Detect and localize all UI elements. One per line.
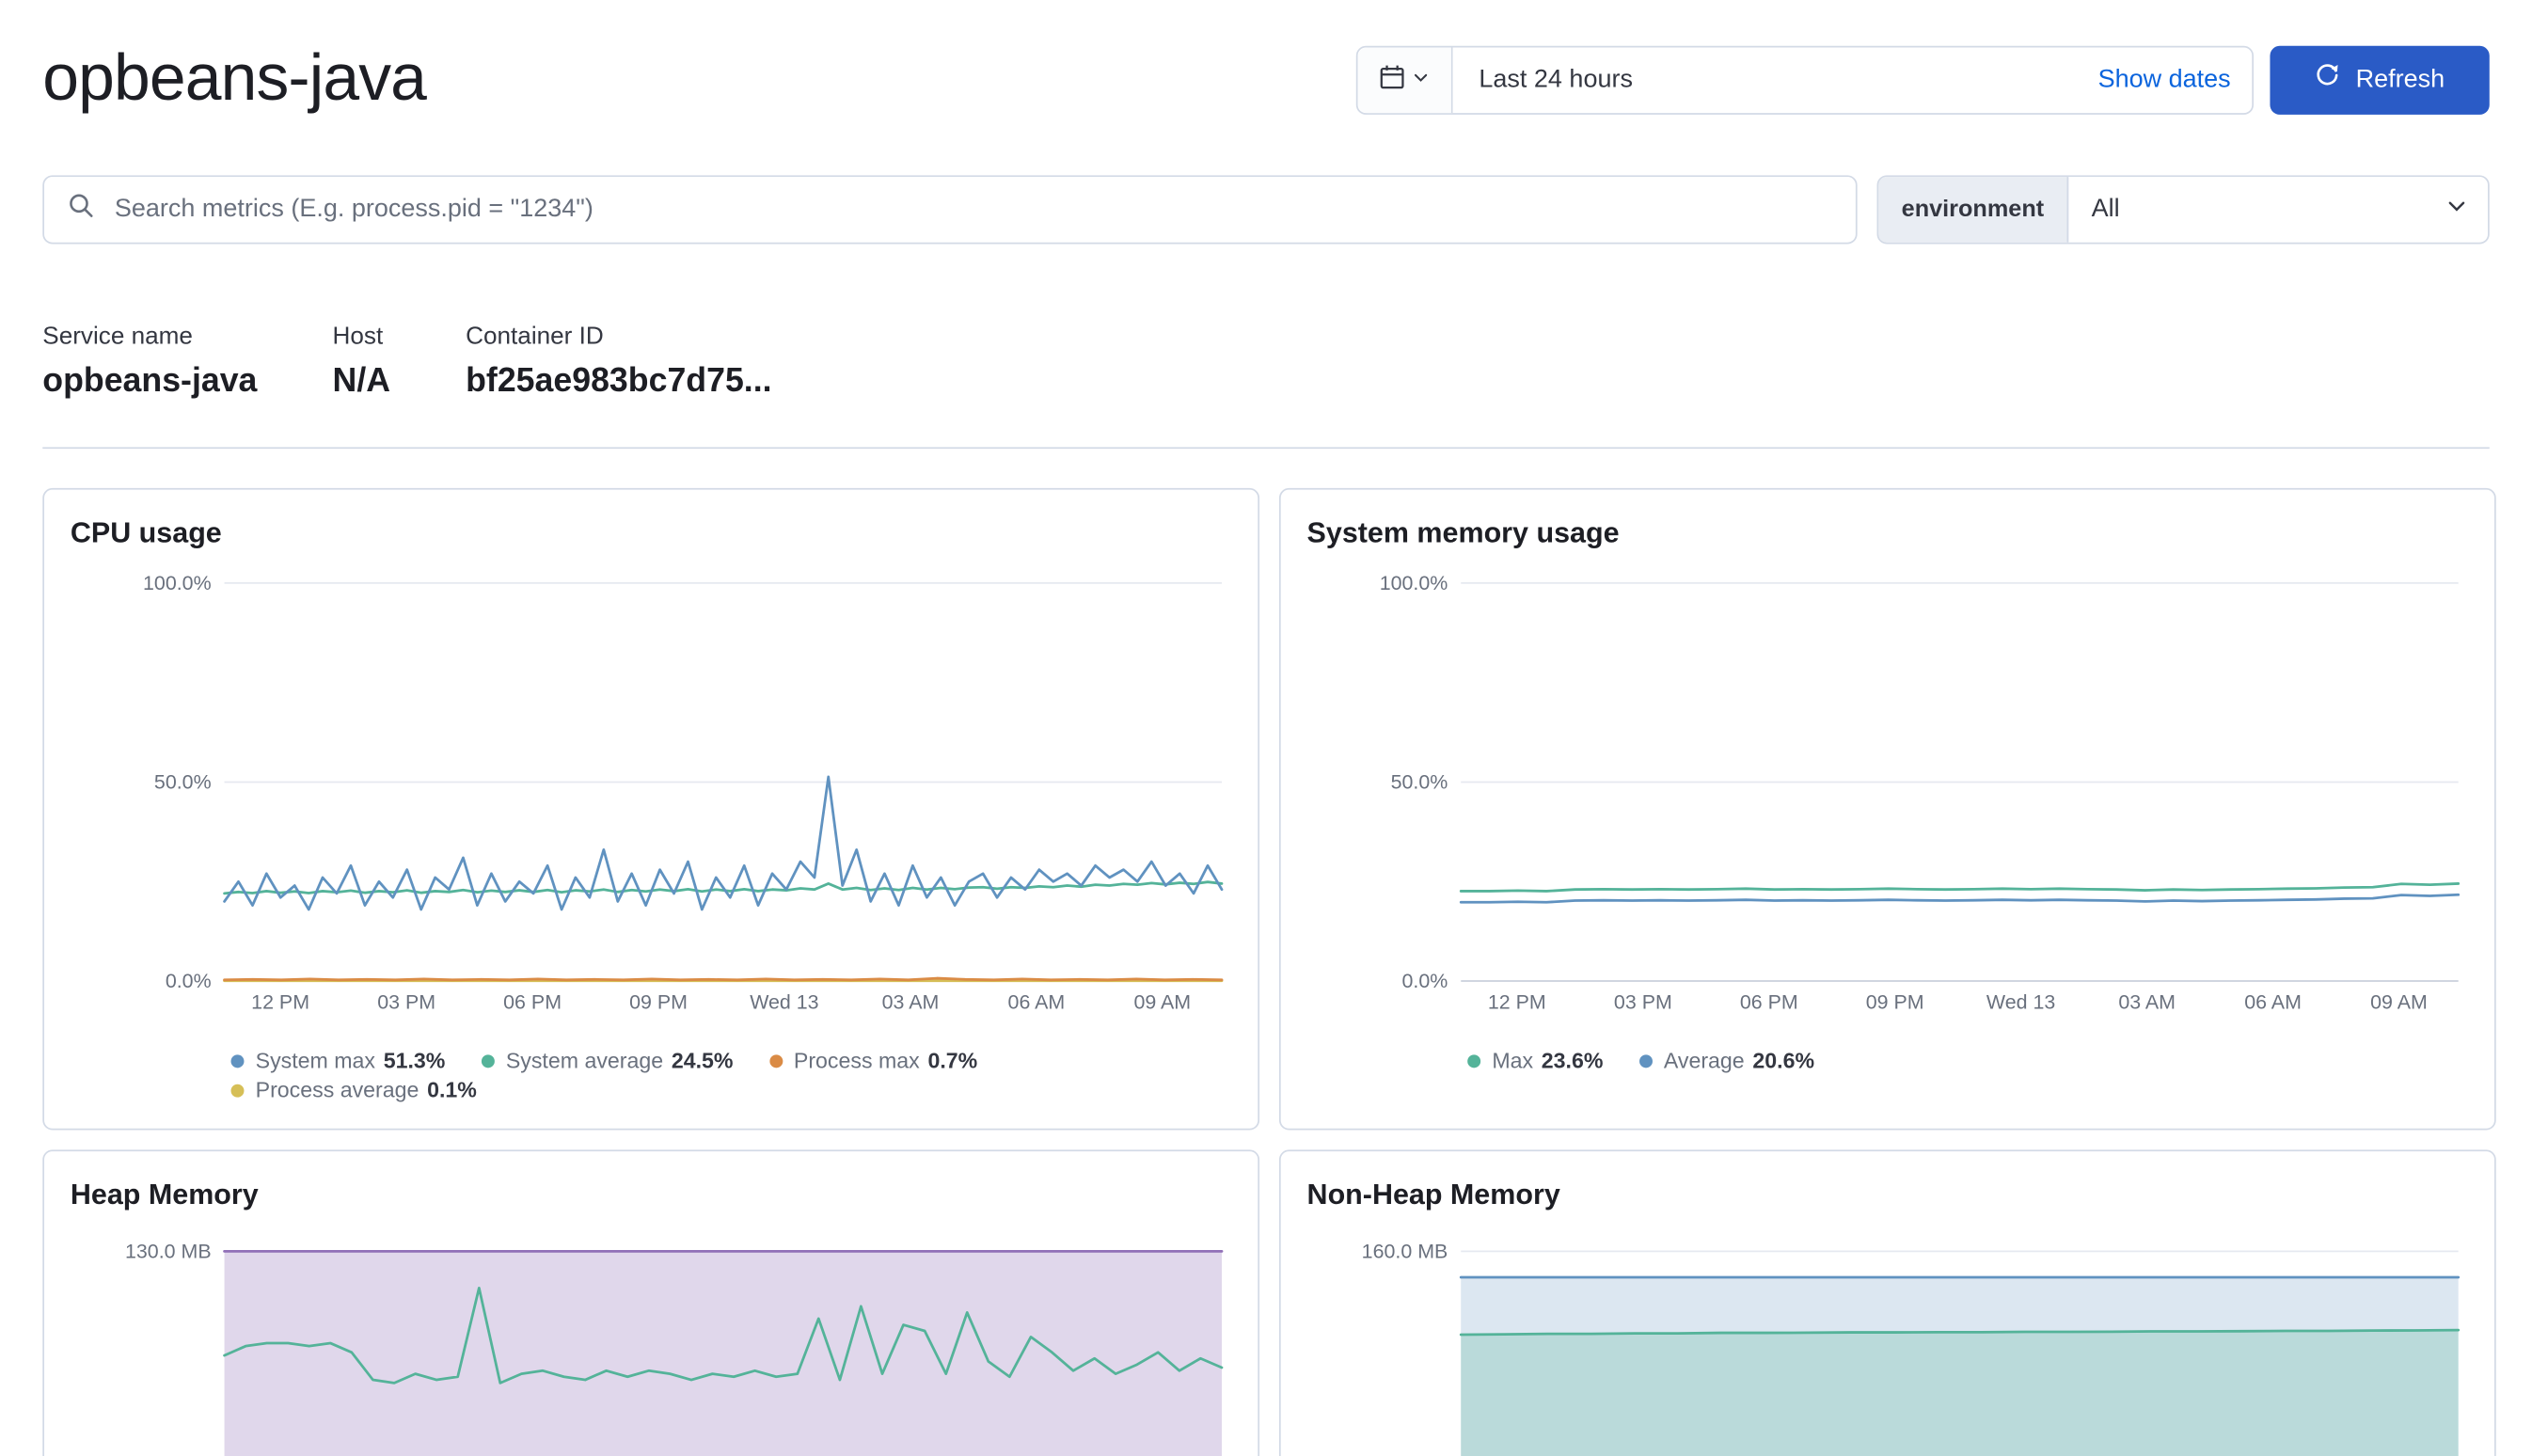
legend-dot-icon (1467, 1053, 1481, 1068)
svg-text:03 PM: 03 PM (1614, 991, 1672, 1014)
date-quick-select-button[interactable] (1357, 46, 1453, 113)
refresh-button[interactable]: Refresh (2270, 44, 2490, 115)
chevron-down-icon (2445, 194, 2468, 225)
svg-text:130.0 MB: 130.0 MB (125, 1240, 212, 1262)
legend-label: System max (255, 1048, 376, 1073)
svg-text:50.0%: 50.0% (154, 770, 212, 793)
container-id-label: Container ID (466, 323, 604, 351)
svg-text:12 PM: 12 PM (1488, 991, 1546, 1014)
container-id-value: bf25ae983bc7d75... (466, 361, 772, 400)
page-title: opbeans-java (42, 42, 427, 115)
system-memory-panel: System memory usage 0.0% 50.0% 100.0% 12 PM… (1278, 487, 2496, 1131)
metrics-charts-grid: CPU usage 0.0% 50.0% 100.0% 12 PM 03 PM 06 PM… (42, 487, 2496, 1456)
service-name-value: opbeans-java (42, 361, 258, 400)
service-info: Service name opbeans-java Host N/A Conta… (42, 323, 2490, 402)
cpu-usage-title: CPU usage (70, 515, 222, 549)
cpu-usage-chart: 0.0% 50.0% 100.0% 12 PM 03 PM 06 PM 09 PM Wed 1… (143, 572, 1224, 1014)
legend-label: Process average (255, 1077, 419, 1102)
svg-text:03 AM: 03 AM (2118, 991, 2176, 1014)
svg-text:09 AM: 09 AM (1133, 991, 1191, 1014)
metrics-filter-bar: environment All (42, 175, 2490, 245)
time-range-value[interactable]: Last 24 hours (1479, 64, 1633, 93)
svg-text:06 PM: 06 PM (503, 991, 562, 1014)
legend-value: 24.5% (671, 1048, 734, 1073)
heap-memory-chart: 130.0 MB (125, 1240, 1224, 1456)
legend-label: Process max (793, 1048, 920, 1073)
date-picker: Last 24 hours Show dates (1355, 44, 2255, 115)
environment-filter-label: environment (1878, 177, 2069, 243)
legend-dot-icon (481, 1053, 495, 1068)
non-heap-memory-panel: Non-Heap Memory 160.0 MB (1278, 1149, 2496, 1456)
svg-text:06 AM: 06 AM (2244, 991, 2302, 1014)
legend-value: 0.1% (427, 1077, 477, 1102)
legend-dot-icon (230, 1083, 245, 1097)
svg-text:12 PM: 12 PM (251, 991, 309, 1014)
host-value: N/A (332, 361, 391, 400)
page-header: opbeans-java (42, 0, 2490, 117)
calendar-icon (1379, 64, 1405, 95)
host-label: Host (332, 323, 384, 351)
time-controls: Last 24 hours Show dates Refresh (1355, 44, 2490, 115)
cpu-usage-legend: System max 51.3% System average 24.5% Proces… (230, 1048, 1232, 1102)
svg-text:100.0%: 100.0% (1380, 572, 1448, 594)
svg-text:Wed 13: Wed 13 (1986, 991, 2055, 1014)
svg-text:06 AM: 06 AM (1008, 991, 1066, 1014)
legend-item[interactable]: System average 24.5% (481, 1048, 734, 1073)
legend-item[interactable]: Process max 0.7% (768, 1048, 978, 1073)
svg-text:0.0%: 0.0% (1402, 970, 1448, 992)
environment-filter[interactable]: environment All (1876, 175, 2490, 245)
legend-value: 20.6% (1752, 1048, 1815, 1073)
legend-item[interactable]: Max 23.6% (1467, 1048, 1604, 1073)
show-dates-button[interactable]: Show dates (2077, 47, 2252, 113)
system-memory-title: System memory usage (1306, 515, 1620, 549)
refresh-icon (2315, 62, 2341, 97)
legend-item[interactable]: System max 51.3% (230, 1048, 446, 1073)
chevron-down-icon (1412, 67, 1430, 91)
non-heap-memory-chart: 160.0 MB (1362, 1240, 2461, 1456)
legend-value: 0.7% (927, 1048, 978, 1073)
legend-dot-icon (230, 1053, 245, 1068)
legend-label: Average (1663, 1048, 1745, 1073)
heap-memory-title: Heap Memory (70, 1177, 259, 1211)
svg-text:160.0 MB: 160.0 MB (1362, 1240, 1448, 1262)
service-name-label: Service name (42, 323, 193, 351)
svg-text:03 AM: 03 AM (882, 991, 940, 1014)
search-icon (67, 192, 95, 228)
svg-text:0.0%: 0.0% (166, 970, 212, 992)
section-divider (42, 447, 2490, 450)
svg-text:06 PM: 06 PM (1740, 991, 1798, 1014)
legend-dot-icon (768, 1053, 783, 1068)
container-id-field: Container ID bf25ae983bc7d75... (466, 323, 771, 402)
legend-value: 23.6% (1541, 1048, 1604, 1073)
legend-value: 51.3% (383, 1048, 446, 1073)
system-memory-chart: 0.0% 50.0% 100.0% 12 PM 03 PM 06 PM 09 PM Wed 1… (1380, 572, 2461, 1014)
service-name-field: Service name opbeans-java (42, 323, 257, 402)
search-metrics-input[interactable] (111, 193, 1856, 227)
svg-text:100.0%: 100.0% (143, 572, 212, 594)
legend-item[interactable]: Average 20.6% (1638, 1048, 1815, 1073)
svg-text:09 PM: 09 PM (1866, 991, 1924, 1014)
svg-text:50.0%: 50.0% (1391, 770, 1448, 793)
cpu-usage-panel: CPU usage 0.0% 50.0% 100.0% 12 PM 03 PM 06 PM… (42, 487, 1260, 1131)
search-metrics-input-wrapper (42, 175, 1858, 245)
svg-text:03 PM: 03 PM (377, 991, 435, 1014)
legend-dot-icon (1638, 1053, 1653, 1068)
host-field: Host N/A (333, 323, 390, 402)
legend-label: Max (1492, 1048, 1534, 1073)
legend-label: System average (505, 1048, 664, 1073)
svg-text:09 AM: 09 AM (2370, 991, 2428, 1014)
svg-text:09 PM: 09 PM (629, 991, 688, 1014)
legend-item[interactable]: Process average 0.1% (230, 1077, 477, 1102)
heap-memory-panel: Heap Memory 130.0 MB (42, 1149, 1260, 1456)
system-memory-legend: Max 23.6% Average 20.6% (1467, 1048, 2468, 1073)
refresh-button-label: Refresh (2355, 64, 2445, 93)
environment-filter-value: All (2091, 195, 2120, 223)
svg-text:Wed 13: Wed 13 (750, 991, 818, 1014)
non-heap-memory-title: Non-Heap Memory (1306, 1177, 1560, 1211)
